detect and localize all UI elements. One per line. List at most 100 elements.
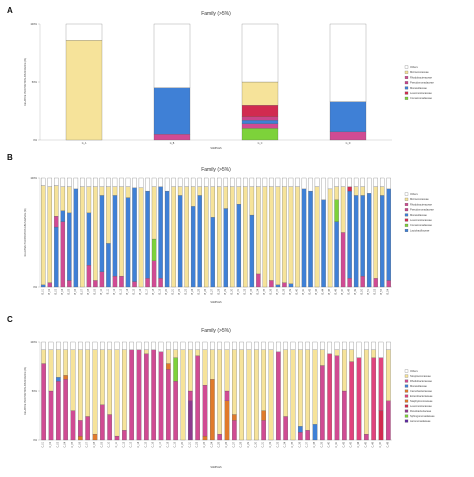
legend-swatch xyxy=(404,91,409,95)
bar-segment-rhodobacteraceae xyxy=(173,381,178,441)
bar-segment-streptococcaceae xyxy=(386,349,391,401)
x-tick-label: C_33 xyxy=(277,441,279,447)
bar-segment-moraxellaceae xyxy=(321,199,326,288)
bar-segment-others xyxy=(99,177,105,187)
bar-segment-streptococcaceae xyxy=(246,349,252,441)
bar-B_14: B_14 xyxy=(125,177,131,294)
bar-segment-others xyxy=(342,341,347,350)
bar-segment-micrococcaceae xyxy=(373,186,378,279)
bar-B_38: B_38 xyxy=(282,177,287,294)
bar-segment-rhodobacteraceae xyxy=(60,221,66,288)
bar-segment-micrococcaceae xyxy=(197,186,202,196)
bar-segment-others xyxy=(41,177,46,186)
bar-segment-micrococcaceae xyxy=(171,186,176,288)
bar-segment-streptococcaceae xyxy=(217,349,222,435)
bar-segment-micrococcaceae xyxy=(67,186,72,214)
bar-segment-moraxellaceae xyxy=(386,188,391,281)
bar-segment-rhodobacteraceae xyxy=(132,281,137,288)
bar-segment-others xyxy=(373,177,378,187)
bar-segment-streptococcaceae xyxy=(224,349,230,392)
bar-B_05: B_05 xyxy=(67,177,72,294)
bar-segment-rhodobacteraceae xyxy=(70,410,76,441)
bar-segment-streptococcaceae xyxy=(144,349,149,354)
bar-segment-others xyxy=(112,177,118,187)
x-tick-label: B_21 xyxy=(173,288,175,294)
bar-segment-others xyxy=(305,341,310,350)
bar-segment-rhodobacteraceae xyxy=(256,273,261,288)
bar-segment-micrococcaceae xyxy=(379,186,385,196)
bar-G_A: G_A xyxy=(65,23,103,145)
x-tick-label: C_47 xyxy=(380,441,382,447)
bar-C_19: C_19 xyxy=(173,341,178,448)
bar-segment-streptococcaceae xyxy=(202,349,208,386)
bar-segment-moraxellaceae xyxy=(301,188,307,288)
bar-segment-rhodobacteraceae xyxy=(47,282,53,288)
bar-segment-pseudomonadaceae xyxy=(241,116,279,121)
bar-segment-micrococcaceae xyxy=(112,186,118,196)
bar-segment-micrococcaceae xyxy=(360,186,365,196)
x-tick-label: C_45 xyxy=(365,441,367,447)
bar-segment-others xyxy=(136,341,142,350)
bar-B_16: B_16 xyxy=(138,177,144,294)
bar-segment-rhodobacteraceae xyxy=(136,349,142,441)
bar-segment-micrococcaceae xyxy=(41,185,46,285)
bar-segment-others xyxy=(256,177,261,187)
bar-segment-enterobacteriaceae xyxy=(349,361,354,441)
bar-segment-streptococcaceae xyxy=(232,349,237,415)
bar-segment-moraxellaceae xyxy=(54,226,59,288)
bar-segment-streptococcaceae xyxy=(180,349,186,441)
x-tick-label: C_40 xyxy=(329,441,331,447)
bar-segment-others xyxy=(334,177,339,187)
x-tick-label: B_35 xyxy=(264,288,266,294)
bar-segment-rhodobacteraceae xyxy=(158,351,164,441)
bar-segment-rhodobacteraceae xyxy=(232,420,237,441)
x-tick-label: B_46 xyxy=(336,288,338,294)
panel-letter: A xyxy=(7,6,13,15)
bar-segment-others xyxy=(236,177,242,187)
bar-segment-micrococcaceae xyxy=(210,186,215,218)
legend-swatch xyxy=(404,229,409,232)
bar-segment-moraxellaceae xyxy=(158,186,163,279)
bar-segment-micrococcaceae xyxy=(60,186,66,211)
bar-segment-rhodobacteraceae xyxy=(78,420,83,437)
x-tick-label: C_05 xyxy=(72,441,74,447)
x-tick-label: B_36 xyxy=(270,288,272,294)
legend-swatch xyxy=(404,223,409,227)
y-tick-label: 50% xyxy=(32,389,38,393)
bar-segment-moraxellaceae xyxy=(312,424,318,441)
x-tick-label: C_14 xyxy=(138,441,140,447)
bar-segment-rhodobacteraceae xyxy=(151,349,156,441)
x-tick-label: B_05 xyxy=(68,288,70,294)
bar-segment-others xyxy=(275,177,281,187)
bar-segment-micrococcaceae xyxy=(217,186,222,288)
x-tick-label: B_45 xyxy=(329,288,331,294)
bar-B_45: B_45 xyxy=(327,177,333,294)
bar-segment-streptococcaceae xyxy=(173,349,178,358)
bar-C_11: C_11 xyxy=(114,341,120,447)
bar-segment-rhodobacteraceae xyxy=(99,271,105,288)
bar-segment-others xyxy=(188,341,193,350)
bar-segment-rhodobacteraceae xyxy=(269,280,274,288)
x-tick-label: C_29 xyxy=(248,441,250,447)
bar-C_17: C_17 xyxy=(158,341,164,448)
bar-segment-comamonadaceae xyxy=(151,238,157,261)
bar-segment-micrococcaceae xyxy=(334,186,339,200)
bar-segment-others xyxy=(366,177,372,194)
legend-swatch xyxy=(404,218,409,222)
bar-segment-staphylococcaceae xyxy=(78,435,83,441)
bar-segment-others xyxy=(217,341,222,350)
bar-B_43: B_43 xyxy=(314,177,320,294)
bar-segment-moraxellaceae xyxy=(86,212,92,266)
bar-segment-streptococcaceae xyxy=(261,349,266,411)
bar-segment-others xyxy=(138,177,144,188)
bar-segment-staphylococcaceae xyxy=(261,410,266,421)
bar-segment-streptococcaceae xyxy=(371,349,376,358)
bar-segment-micrococcaceae xyxy=(125,186,131,198)
bar-segment-moraxellaceae xyxy=(73,188,79,288)
x-tick-label: C_19 xyxy=(175,441,177,447)
bar-segment-rhodobacteraceae xyxy=(334,355,340,441)
bar-segment-micrococcaceae xyxy=(236,186,242,205)
bar-segment-others xyxy=(119,177,124,187)
bar-segment-others xyxy=(144,341,149,350)
y-tick-label: 0% xyxy=(33,285,37,289)
